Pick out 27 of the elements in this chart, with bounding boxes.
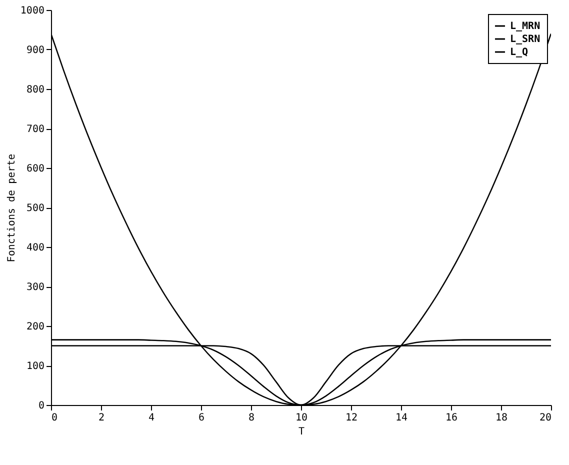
y-axis-title: Fonctions de perte [6,154,18,262]
y-tick-label: 0 [38,400,44,412]
y-tick-label: 100 [26,361,44,372]
y-tick-label: 700 [26,124,44,135]
legend-label: L_MRN [510,21,540,32]
y-tick-label: 200 [26,322,44,332]
y-tick-label: 300 [26,282,44,293]
x-tick-label: 10 [295,412,308,424]
x-tick-label: 20 [539,412,552,424]
legend-label: L_Q [510,47,528,58]
y-tick-label: 800 [26,84,44,96]
y-tick-label: 400 [26,242,44,254]
legend-label: L_SRN [510,34,540,45]
x-tick-label: 14 [395,412,408,424]
x-tick-label: 6 [198,412,205,424]
x-tick-label: 12 [345,412,358,424]
x-tick-label: 18 [495,412,508,424]
x-tick-label: 4 [148,412,155,424]
y-tick-label: 500 [26,203,44,214]
y-tick-label: 1000 [20,6,44,16]
x-tick-label: 2 [98,412,105,424]
x-tick-label: 8 [248,412,255,424]
y-tick-label: 900 [26,45,44,56]
x-tick-label: 16 [445,412,458,424]
x-axis-title: T [298,426,305,438]
y-tick-label: 600 [26,164,44,174]
x-tick-label: 0 [52,412,58,424]
